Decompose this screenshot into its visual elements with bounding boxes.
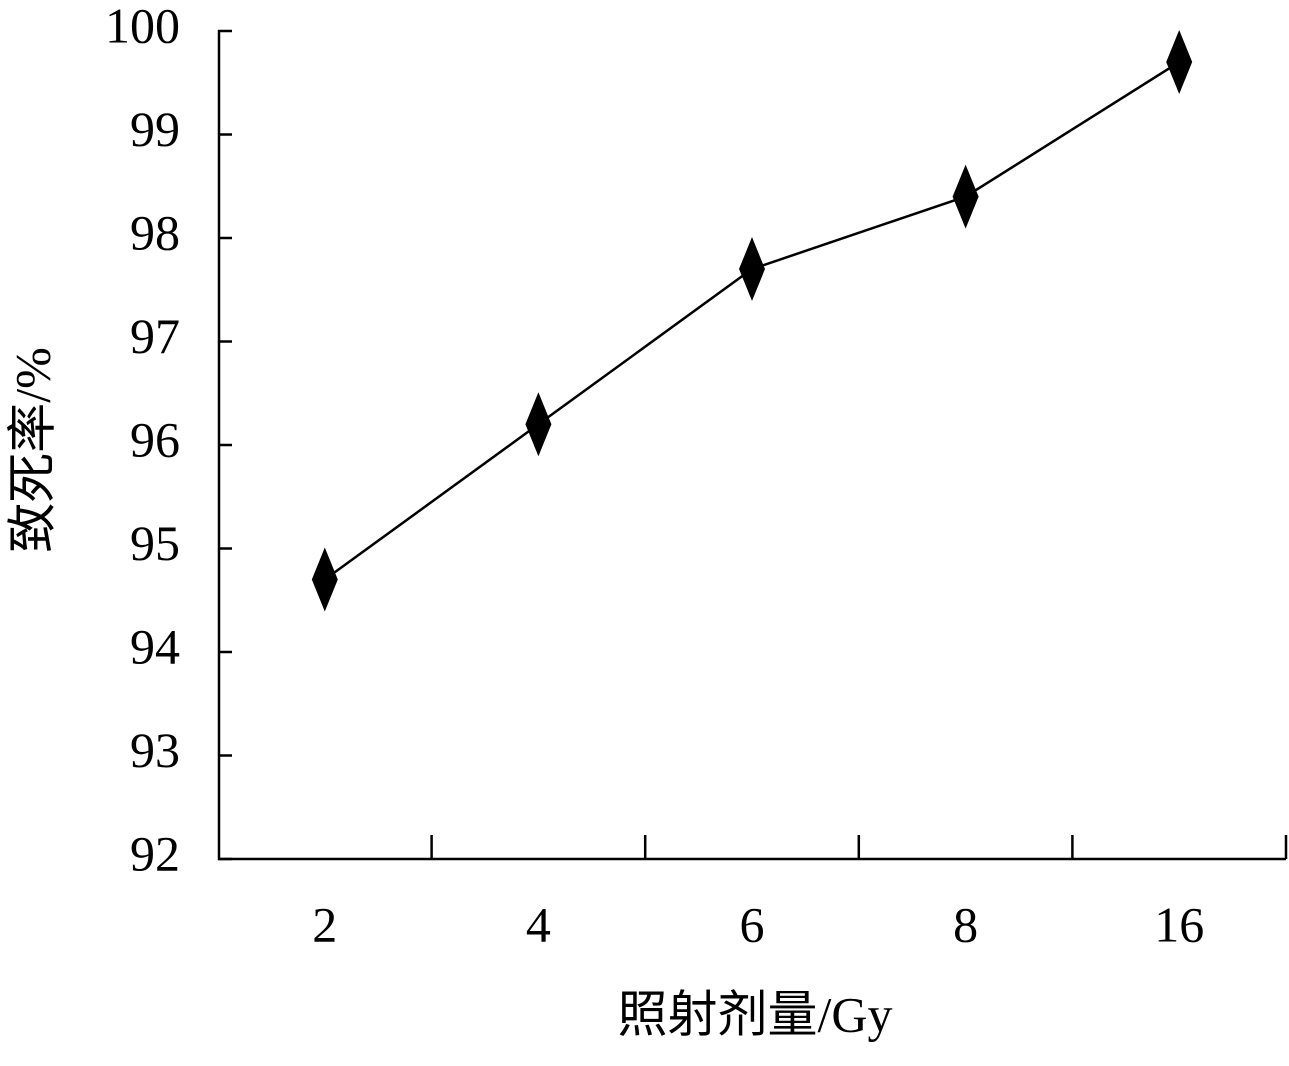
x-tick-label: 6: [740, 896, 765, 952]
x-tick-label: 2: [312, 896, 337, 952]
marker: [739, 237, 765, 302]
y-tick-label: 99: [130, 101, 180, 157]
y-tick-label: 96: [130, 411, 180, 467]
y-tick-label: 94: [130, 618, 180, 674]
y-tick-label: 92: [130, 825, 180, 881]
series-line: [324, 60, 1180, 581]
x-tick-label: 16: [1154, 896, 1204, 952]
x-tick-label: 4: [526, 896, 551, 952]
y-tick-label: 97: [130, 308, 180, 364]
marker: [952, 164, 979, 229]
y-tick-label: 95: [130, 515, 180, 571]
y-tick-label: 93: [130, 722, 180, 778]
x-axis-title: 照射剂量/Gy: [618, 986, 893, 1042]
x-tick-label: 8: [953, 896, 978, 952]
marker: [311, 547, 338, 612]
y-axis-title: 致死率/%: [4, 347, 60, 553]
marker: [1166, 30, 1193, 95]
marker: [525, 392, 552, 457]
y-tick-label: 98: [130, 204, 180, 260]
y-tick-label: 100: [105, 0, 180, 53]
